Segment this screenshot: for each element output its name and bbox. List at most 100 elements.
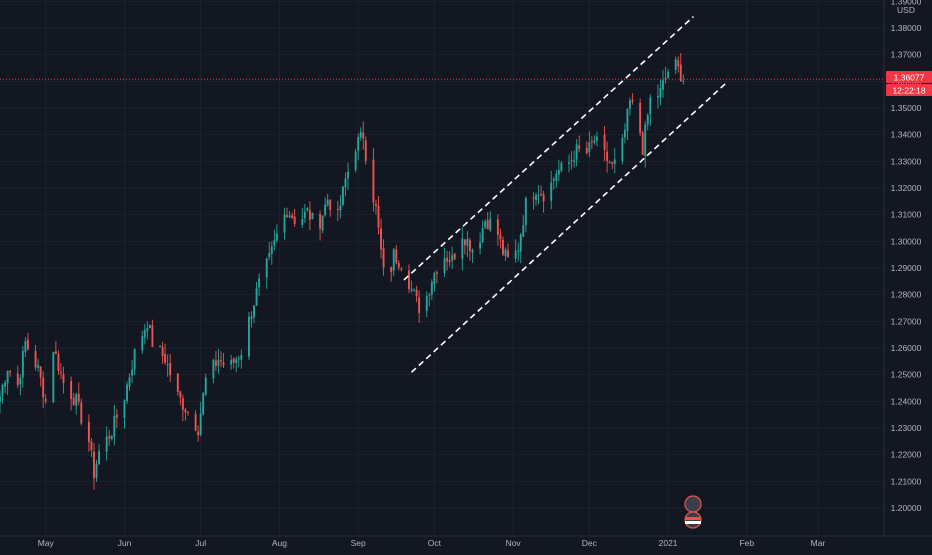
candle-body (641, 132, 644, 155)
candle-body (258, 278, 261, 288)
candle-body (504, 249, 507, 257)
candle-body (166, 364, 169, 366)
candle-body (39, 366, 42, 378)
candle-body (468, 240, 471, 252)
channel-trendline[interactable] (410, 82, 728, 373)
candle-body (286, 215, 288, 217)
candle-body (377, 205, 380, 228)
economic-events[interactable] (684, 495, 702, 529)
candle-body (555, 173, 558, 181)
time-tick-label: 2021 (659, 538, 678, 548)
candle-body (428, 294, 431, 296)
event-flag-stripe-icon (685, 517, 701, 520)
candle-body (19, 377, 22, 385)
candle-body (433, 272, 436, 284)
time-tick-label: Jul (195, 538, 206, 548)
time-axis[interactable]: May Jun Jul Aug Sep Oct Nov Dec 2021 Feb Mar (0, 535, 932, 550)
candle-body (288, 215, 291, 218)
candle-body (108, 436, 111, 439)
candle-body (471, 249, 474, 253)
candle-body (611, 161, 614, 164)
candle-body (4, 382, 7, 387)
candle-body (24, 341, 27, 353)
candle-body (1, 385, 4, 396)
candle-body (110, 435, 113, 439)
candle-body (613, 159, 616, 165)
candle-body (247, 316, 250, 357)
candle-body (372, 159, 375, 203)
candle-body (537, 195, 540, 197)
candle-body (514, 250, 517, 259)
candle-body (550, 182, 553, 201)
candle-body (9, 370, 12, 373)
candle-body (626, 108, 629, 131)
candle-body (656, 95, 659, 98)
candle-body (52, 352, 55, 402)
candle-body (380, 228, 382, 250)
candle-body (570, 159, 573, 162)
price-tick-label: 1.39000 (891, 0, 922, 6)
candle-body (397, 263, 400, 268)
candle-body (347, 171, 349, 179)
candle-body (585, 147, 588, 154)
candle-body (98, 451, 101, 464)
candle-body (72, 397, 75, 405)
candle-body (596, 136, 598, 141)
candle-body (164, 354, 167, 363)
current-price-value: 1.36077 (894, 73, 925, 83)
candle-body (357, 137, 360, 151)
candle-body (321, 215, 324, 231)
candle-body (204, 377, 207, 395)
candle-body (517, 250, 520, 252)
price-tick-label: 1.30000 (891, 236, 922, 246)
candle-body (646, 115, 649, 125)
price-tick-label: 1.38000 (891, 23, 922, 33)
candle-body (273, 240, 276, 246)
channel-trendlines[interactable] (403, 15, 728, 373)
candle-body (410, 288, 413, 291)
candle-body (443, 258, 446, 273)
candle-body (90, 441, 93, 451)
candle-body (131, 369, 134, 376)
candle-body (557, 170, 560, 175)
price-tick-label: 1.34000 (891, 130, 922, 140)
candle-body (275, 233, 278, 241)
event-flag-icon[interactable] (684, 495, 702, 513)
grid-lines (0, 0, 884, 536)
time-tick-label: Oct (428, 538, 442, 548)
candle-body (532, 197, 535, 199)
candle-body (34, 350, 37, 368)
candle-body (75, 394, 78, 406)
candle-body (507, 250, 509, 258)
candle-body (522, 224, 525, 237)
channel-trendline[interactable] (403, 15, 695, 281)
price-tick-label: 1.31000 (891, 210, 922, 220)
candle-body (662, 80, 664, 90)
time-axis-background (0, 536, 932, 550)
candle-body (115, 414, 118, 418)
candle-body (390, 267, 393, 273)
candle-body (326, 199, 329, 206)
candle-body (146, 328, 149, 332)
candle-body (54, 351, 57, 354)
candle-body (354, 151, 357, 171)
candle-body (105, 436, 108, 452)
candle-body (95, 463, 98, 478)
candle-body (151, 325, 154, 347)
current-price-badge-bg (886, 71, 932, 83)
candle-body (682, 80, 685, 82)
price-tick-label: 1.33000 (891, 156, 922, 166)
price-tick-label: 1.24000 (891, 396, 922, 406)
candle-body (6, 370, 9, 384)
candle-body (568, 162, 570, 164)
candle-body (448, 260, 451, 262)
candle-body (413, 290, 416, 292)
time-tick-label: Dec (582, 538, 598, 548)
time-tick-label: Sep (351, 538, 366, 548)
candle-body (222, 362, 225, 365)
candle-body (179, 391, 182, 398)
candle-body (644, 124, 647, 156)
price-tick-label: 1.32000 (891, 183, 922, 193)
